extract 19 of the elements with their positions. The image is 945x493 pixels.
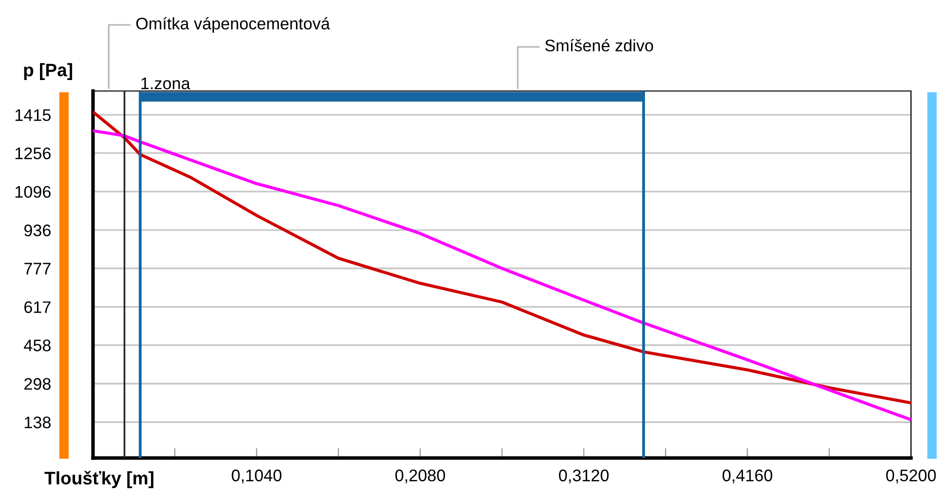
y-tick-label: 138 <box>24 416 51 428</box>
y-tick-label: 1415 <box>16 109 51 122</box>
ref-line-label: Omítka vápenocementová <box>136 17 330 33</box>
ref-line-label: Smíšené zdivo <box>545 38 654 52</box>
y-tick-label: 458 <box>24 340 51 352</box>
x-tick-label: 0,2080 <box>395 470 446 484</box>
y-tick-label: 617 <box>24 301 50 314</box>
x-tick-label: 0,5200 <box>886 470 936 484</box>
x-tick-label: 0,3120 <box>558 470 609 484</box>
x-tick-label: 0,1040 <box>232 470 282 484</box>
y-axis-title: p [Pa] <box>24 63 72 80</box>
x-axis-title: Tloušťky [m] <box>44 470 154 488</box>
x-tick-label: 0,4160 <box>722 470 772 484</box>
y-tick-label: 777 <box>24 262 50 274</box>
y-tick-label: 298 <box>24 378 51 390</box>
y-tick-label: 1096 <box>16 186 51 198</box>
y-tick-label: 1256 <box>16 147 51 160</box>
y-tick-label: 936 <box>24 224 51 236</box>
annotation: 1.zona <box>141 78 190 90</box>
